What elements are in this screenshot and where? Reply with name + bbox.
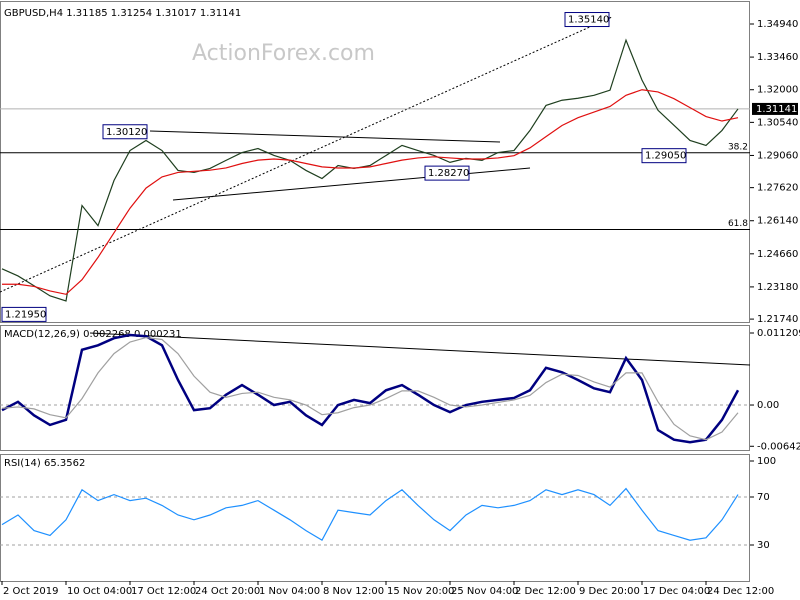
price-annotation-box <box>564 12 610 28</box>
x-tick-label: 1 Nov 04:00 <box>259 586 320 597</box>
y-tick-label: 0.00 <box>757 400 779 411</box>
price-annotation: 1.21950 <box>5 309 46 320</box>
series-line <box>1 487 739 542</box>
price-annotation: 1.28270 <box>428 168 469 179</box>
price-annotation-box <box>1 306 47 322</box>
panel-title: GBPUSD,H4 1.31185 1.31254 1.31017 1.3114… <box>4 8 241 19</box>
price-annotation: 1.30120 <box>106 127 147 138</box>
last-price-label: 1.31141 <box>756 104 797 115</box>
y-tick-label: -0.00642 <box>757 441 800 452</box>
price-annotation: 1.35140 <box>568 15 609 26</box>
x-tick-label: 9 Dec 20:00 <box>579 586 640 597</box>
series-line <box>2 89 739 295</box>
y-tick-label: 0.011209 <box>757 328 800 339</box>
y-tick-label: 1.23180 <box>757 282 798 293</box>
y-tick-label: 1.29060 <box>757 150 798 161</box>
series-line <box>1 38 739 302</box>
x-tick-label: 17 Dec 04:00 <box>643 586 710 597</box>
price-panel <box>0 1 750 323</box>
trendline <box>172 167 531 201</box>
last-price-box <box>752 102 798 115</box>
rsi-panel <box>0 454 750 582</box>
watermark: ActionForex.com <box>192 41 375 66</box>
x-tick-label: 17 Oct 12:00 <box>131 586 196 597</box>
y-tick-label: 1.26140 <box>757 216 798 227</box>
x-tick-label: 8 Nov 12:00 <box>323 586 384 597</box>
x-tick-label: 15 Nov 20:00 <box>387 586 454 597</box>
y-tick-label: 1.30540 <box>757 117 798 128</box>
panel-title: MACD(12,26,9) 0.002268 0.000231 <box>4 329 182 340</box>
fib-label: 38.2 <box>728 142 748 152</box>
x-tick-label: 24 Dec 12:00 <box>707 586 774 597</box>
y-tick-label: 1.34940 <box>757 19 798 30</box>
x-tick-label: 2 Dec 12:00 <box>515 586 576 597</box>
x-tick-label: 10 Oct 04:00 <box>67 586 132 597</box>
price-annotation: 1.29050 <box>645 151 686 162</box>
y-tick-label: 1.21740 <box>757 314 798 325</box>
y-tick-label: 100 <box>757 456 776 467</box>
x-tick-label: 24 Oct 20:00 <box>195 586 260 597</box>
trendline <box>149 130 501 143</box>
y-tick-label: 1.33460 <box>757 52 798 63</box>
y-tick-label: 1.27620 <box>757 183 798 194</box>
x-tick-label: 2 Oct 2019 <box>3 586 58 597</box>
trendline <box>89 332 751 366</box>
y-tick-label: 70 <box>757 492 770 503</box>
series-line <box>1 333 740 444</box>
y-tick-label: 1.32000 <box>757 85 798 96</box>
price-annotation-box <box>641 148 687 164</box>
price-annotation-box <box>424 165 470 181</box>
fib-label: 61.8 <box>728 219 748 229</box>
x-tick-label: 25 Nov 04:00 <box>451 586 518 597</box>
panel-title: RSI(14) 65.3562 <box>4 458 85 469</box>
macd-panel <box>0 325 750 451</box>
y-tick-label: 30 <box>757 540 770 551</box>
y-tick-label: 1.24660 <box>757 249 798 260</box>
price-annotation-box <box>102 124 148 140</box>
series-line <box>1 336 739 441</box>
